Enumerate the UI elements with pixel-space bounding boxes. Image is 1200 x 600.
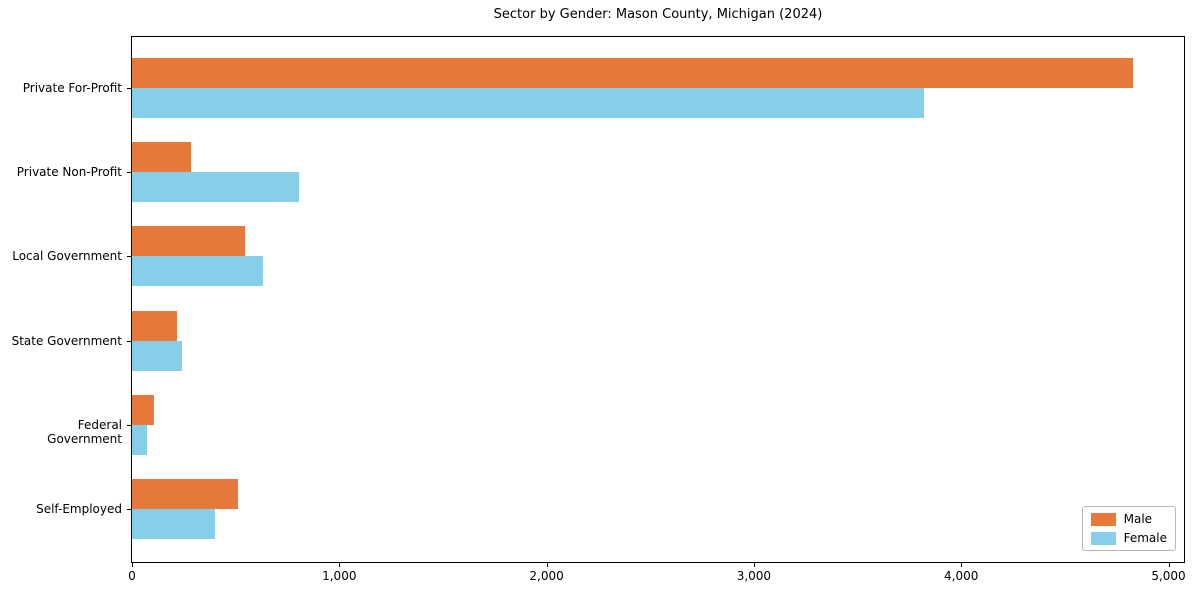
- legend-swatch-male-icon: [1090, 512, 1116, 526]
- y-tick-label: State Government: [11, 333, 122, 348]
- bar-female-self-employed: [132, 509, 215, 539]
- x-tick: [546, 563, 548, 567]
- chart-title: Sector by Gender: Mason County, Michigan…: [493, 7, 823, 22]
- x-tick: [753, 563, 755, 567]
- x-tick: [132, 563, 133, 567]
- bar-male-local-government: [132, 226, 245, 257]
- bar-female-private-for-profit: [132, 88, 924, 118]
- legend: Male Female: [1081, 506, 1176, 551]
- y-tick-label: Private Non-Profit: [16, 165, 122, 180]
- legend-label-male: Male: [1123, 512, 1153, 526]
- y-tick: [127, 172, 131, 174]
- y-tick: [127, 340, 131, 342]
- y-tick: [127, 256, 131, 258]
- x-tick-label: 2,000: [529, 569, 564, 583]
- legend-swatch-female-icon: [1090, 531, 1116, 545]
- bar-female-federal-government: [132, 424, 147, 455]
- bar-male-state-government: [132, 310, 177, 341]
- legend-item-male: Male: [1090, 512, 1167, 526]
- bar-male-private-non-profit: [132, 142, 192, 173]
- bar-female-state-government: [132, 340, 182, 371]
- bar-female-local-government: [132, 256, 263, 287]
- bar-female-private-non-profit: [132, 172, 299, 203]
- legend-label-female: Female: [1123, 531, 1167, 545]
- x-tick: [1168, 563, 1170, 567]
- legend-item-female: Female: [1090, 531, 1167, 545]
- y-tick: [127, 509, 131, 510]
- x-tick-label: 4,000: [944, 569, 979, 583]
- plot-area: Male Female: [131, 36, 1185, 563]
- y-tick-label: Federal Government: [47, 417, 122, 446]
- y-tick-label: Self-Employed: [36, 502, 122, 516]
- y-tick-label: Private For-Profit: [22, 81, 122, 95]
- y-tick-label: Local Government: [12, 249, 122, 264]
- x-tick-label: 5,000: [1151, 569, 1186, 583]
- x-tick: [339, 563, 341, 567]
- x-tick-label: 1,000: [322, 569, 357, 583]
- x-tick-label: 0: [128, 569, 136, 583]
- y-tick: [127, 424, 131, 426]
- bar-male-self-employed: [132, 479, 238, 509]
- bar-male-private-for-profit: [132, 58, 1134, 88]
- y-tick: [127, 88, 131, 89]
- bar-male-federal-government: [132, 394, 154, 425]
- x-tick: [961, 563, 963, 567]
- x-tick-label: 3,000: [736, 569, 772, 583]
